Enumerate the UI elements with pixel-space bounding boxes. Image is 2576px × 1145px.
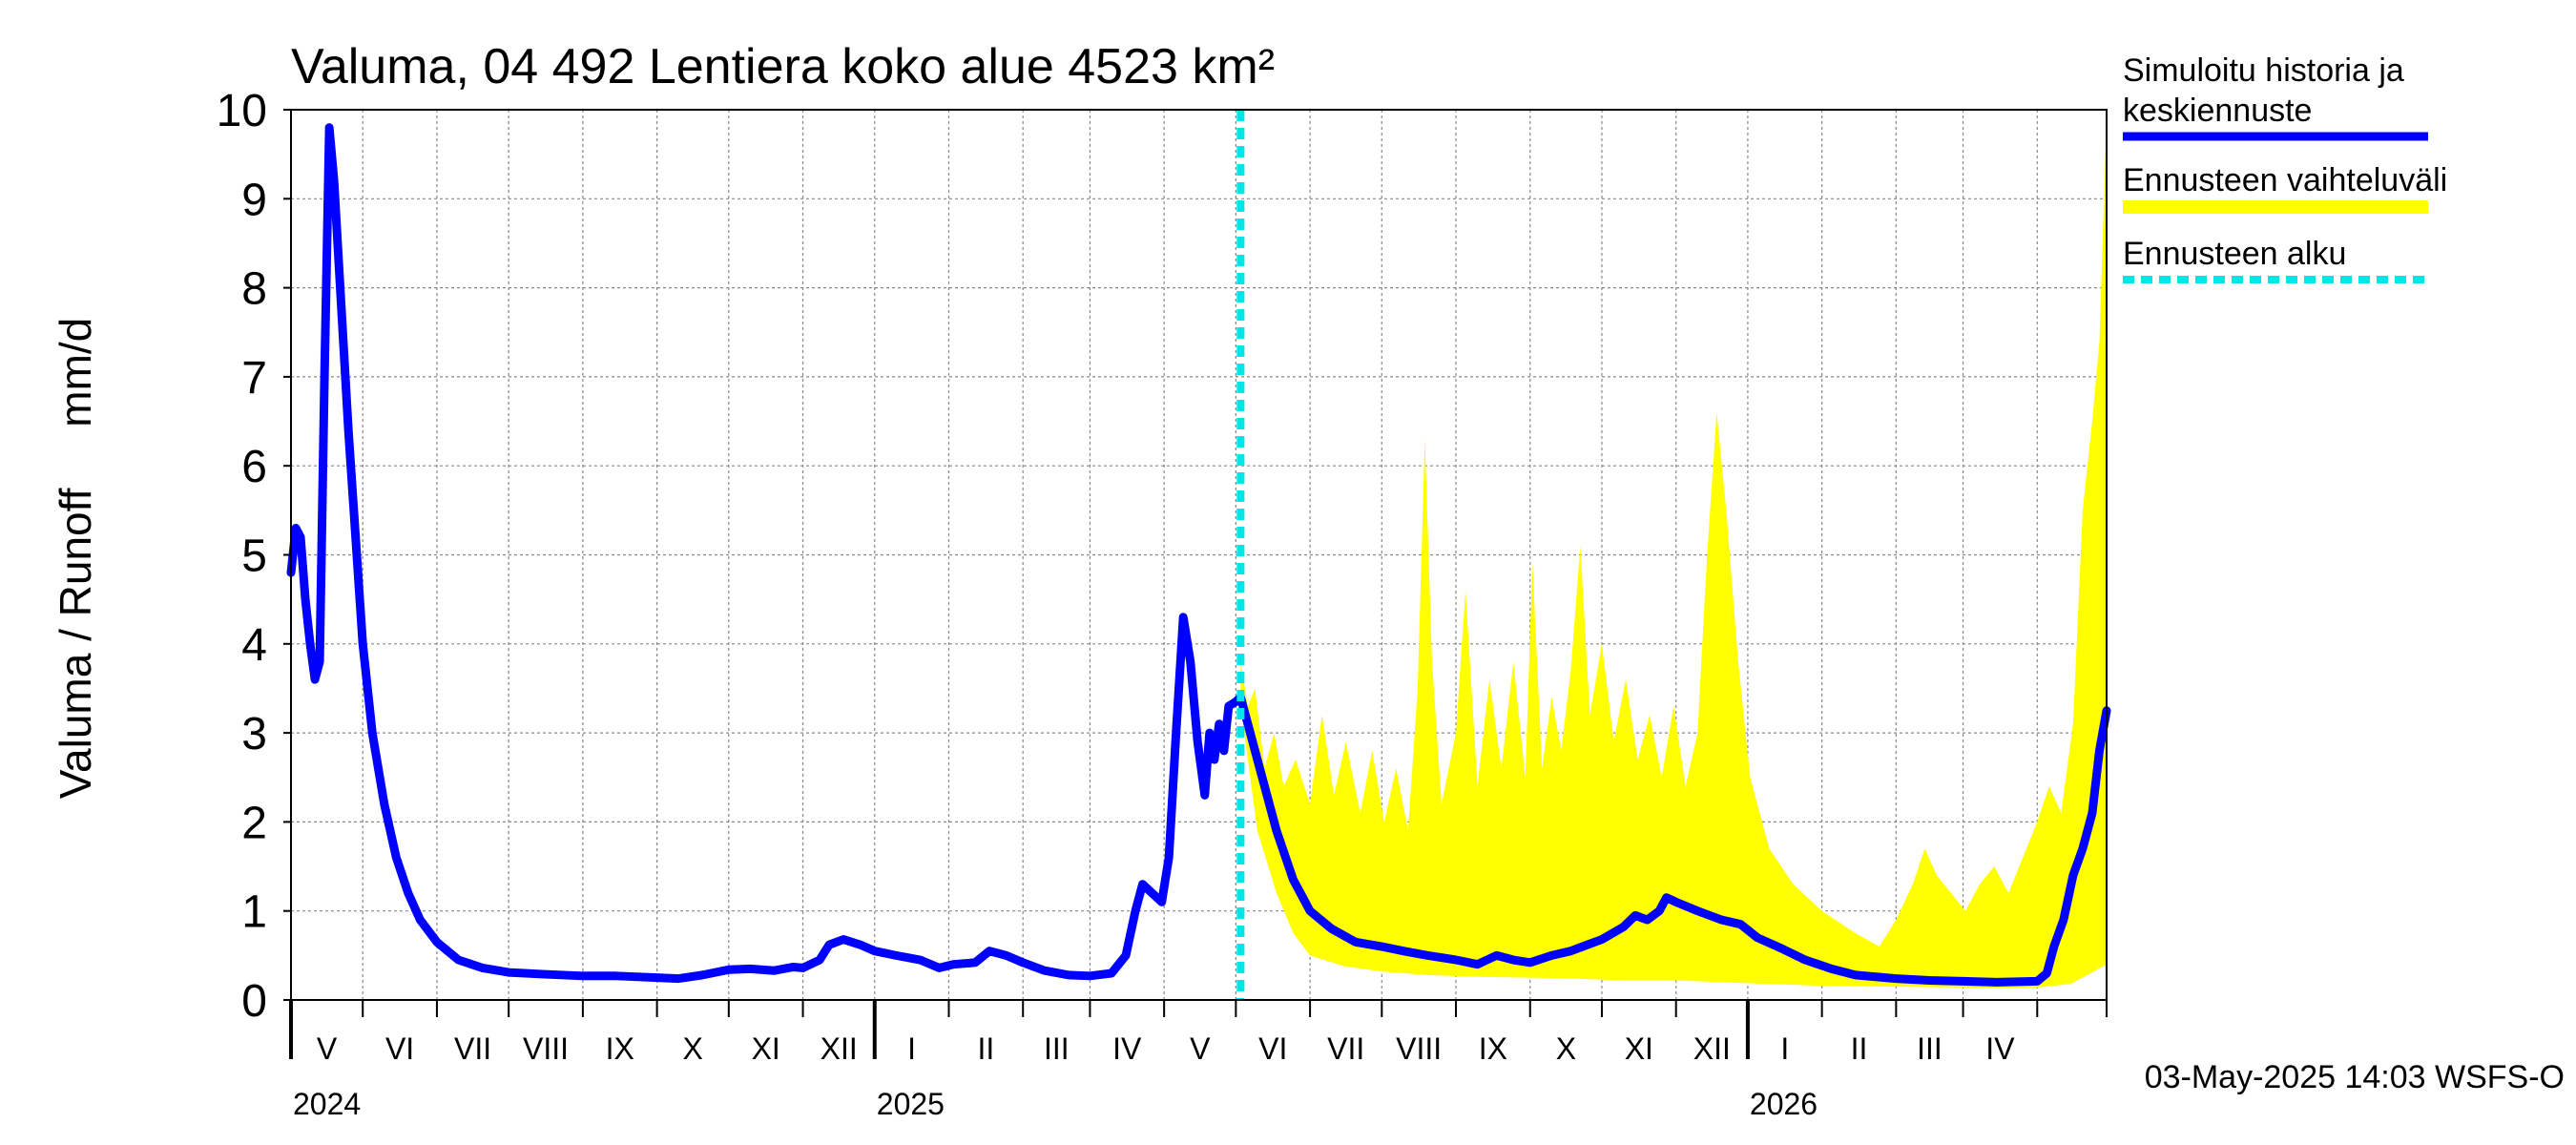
forecast-range-band	[1240, 118, 2107, 988]
y-tick-label: 5	[241, 531, 267, 582]
x-month-label: XII	[821, 1031, 858, 1066]
y-tick-label: 4	[241, 620, 267, 671]
x-month-label: XI	[1625, 1031, 1653, 1066]
y-tick-label: 8	[241, 264, 267, 315]
x-month-label: VIII	[523, 1031, 569, 1066]
x-year-label: 2026	[1750, 1087, 1818, 1121]
x-axis-months: V VI VII VIII IX X XI XII I II III IV V VI VII VIII IX X X…	[289, 1000, 2108, 1121]
x-month-label: VI	[385, 1031, 414, 1066]
x-month-label: IV	[1985, 1031, 2015, 1066]
x-month-label: III	[1917, 1031, 1942, 1066]
legend-label-simulated: Simuloitu historia ja keskiennuste	[2123, 52, 2404, 129]
x-month-label: XI	[752, 1031, 780, 1066]
x-month-label: X	[683, 1031, 703, 1066]
x-month-label: XII	[1693, 1031, 1731, 1066]
y-tick-label: 6	[241, 442, 267, 492]
x-month-label: VIII	[1396, 1031, 1442, 1066]
x-month-label: VII	[1327, 1031, 1364, 1066]
y-tick-label: 0	[241, 976, 267, 1027]
forecast-range-area	[1240, 118, 2107, 988]
simulated-series	[286, 123, 2111, 987]
chart-title: Valuma, 04 492 Lentiera koko alue 4523 k…	[291, 39, 1275, 94]
y-axis-ticks: 0 1 2 3 4 5 6 7 8 9 10	[217, 86, 291, 1027]
x-month-label: X	[1556, 1031, 1576, 1066]
x-month-label: IX	[1479, 1031, 1507, 1066]
simulated-runoff-line	[286, 123, 2111, 987]
x-month-label: IV	[1112, 1031, 1142, 1066]
y-tick-label: 9	[241, 175, 267, 225]
x-year-label: 2025	[877, 1087, 945, 1121]
legend-label-range: Ennusteen vaihteluväli	[2123, 162, 2447, 198]
y-tick-label: 2	[241, 798, 267, 848]
x-month-label: VI	[1258, 1031, 1287, 1066]
x-month-label: V	[317, 1031, 338, 1066]
x-month-label: V	[1190, 1031, 1211, 1066]
x-month-label: III	[1044, 1031, 1070, 1066]
legend-label-forecast-start: Ennusteen alku	[2123, 236, 2346, 272]
legend: Simuloitu historia ja keskiennuste Ennuste…	[2123, 52, 2447, 283]
x-year-label: 2024	[293, 1087, 361, 1121]
legend-swatch-range	[2123, 200, 2428, 214]
y-tick-label: 1	[241, 887, 267, 938]
y-tick-label: 3	[241, 709, 267, 760]
y-tick-label: 7	[241, 353, 267, 404]
x-month-label: VII	[454, 1031, 491, 1066]
x-month-label: II	[1851, 1031, 1868, 1066]
y-tick-label: 10	[217, 86, 267, 136]
grid-lines	[291, 109, 2107, 1001]
timestamp-footer: 03-May-2025 14:03 WSFS-O	[2145, 1059, 2565, 1095]
y-axis-label: Valuma / Runoff mm/d	[51, 318, 100, 800]
x-month-label: I	[907, 1031, 916, 1066]
plot-frame	[290, 109, 2108, 1001]
x-month-label: I	[1780, 1031, 1789, 1066]
x-month-label: IX	[606, 1031, 634, 1066]
x-month-label: II	[977, 1031, 994, 1066]
